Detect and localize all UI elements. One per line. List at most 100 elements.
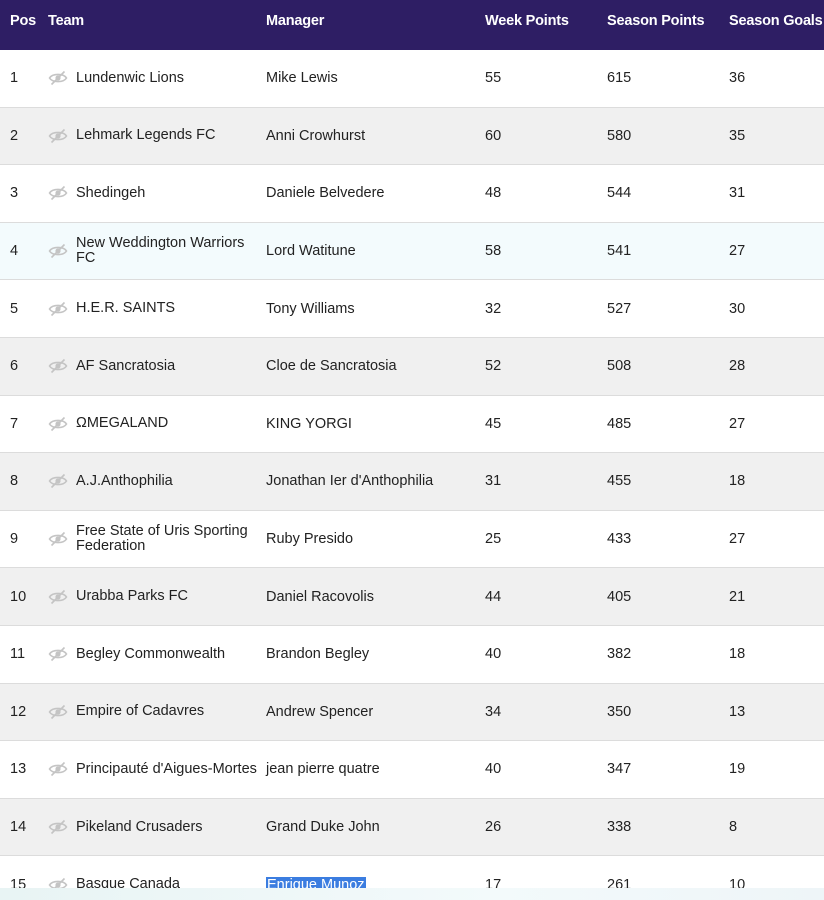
cell-season-points: 544 [607, 185, 632, 202]
cell-week-points: 55 [485, 70, 502, 87]
eye-slash-icon[interactable] [48, 646, 68, 662]
manager-name: Anni Crowhurst [266, 127, 366, 144]
cell-week-points: 45 [485, 415, 502, 432]
table-row[interactable]: 3 Shedingeh Daniele Belvedere 48 544 31 [0, 165, 824, 223]
table-row[interactable]: 2 Lehmark Legends FC Anni Crowhurst 60 580 35 [0, 107, 824, 166]
table-row[interactable]: 14 Pikeland Crusaders Grand Duke John 26 338… [0, 798, 824, 857]
eye-slash-icon[interactable] [48, 704, 68, 720]
team-name[interactable]: AF Sancratosia [76, 357, 176, 374]
table-row[interactable]: 10 Urabba Parks FC Daniel Racovolis 44 405 21 [0, 568, 824, 626]
eye-slash-icon[interactable] [48, 761, 68, 777]
cell-pos: 6 [10, 358, 19, 375]
cell-team: Basque Canada [48, 877, 263, 893]
column-header-manager[interactable]: Manager [266, 13, 325, 29]
cell-week-points: 25 [485, 531, 502, 548]
manager-name: Daniel Racovolis [266, 588, 374, 605]
cell-week-points: 40 [485, 761, 502, 778]
column-header-team[interactable]: Team [48, 13, 85, 29]
table-row[interactable]: 8 A.J.Anthophilia Jonathan Ier d'Anthophil… [0, 453, 824, 511]
eye-slash-icon[interactable] [48, 819, 68, 835]
cell-season-goals: 27 [729, 415, 746, 432]
eye-slash-icon[interactable] [48, 877, 68, 893]
eye-slash-icon[interactable] [48, 128, 68, 144]
cell-manager: Grand Duke John [266, 819, 380, 835]
eye-slash-icon[interactable] [48, 358, 68, 374]
cell-season-goals: 18 [729, 473, 746, 490]
table-row[interactable]: 11 Begley Commonwealth Brandon Begley 40 382… [0, 626, 824, 684]
cell-week-points: 52 [485, 358, 502, 375]
table-header: Pos Team Manager Week Points Season Poin… [0, 0, 824, 50]
cell-week-points: 40 [485, 646, 502, 663]
table-row[interactable]: 1 Lundenwic Lions Mike Lewis 55 615 36 [0, 50, 824, 108]
cell-manager: Brandon Begley [266, 646, 369, 662]
team-name[interactable]: Shedingeh [76, 184, 146, 201]
eye-slash-icon[interactable] [48, 70, 68, 86]
table-row[interactable]: 7 ΩMEGALAND KING YORGI 45 485 27 [0, 396, 824, 454]
team-name[interactable]: H.E.R. SAINTS [76, 300, 176, 317]
table-row[interactable]: 6 AF Sancratosia Cloe de Sancratosia 52 508 2… [0, 337, 824, 396]
cell-manager: Cloe de Sancratosia [266, 358, 397, 374]
cell-season-points: 541 [607, 243, 632, 260]
eye-slash-icon[interactable] [48, 473, 68, 489]
eye-slash-icon[interactable] [48, 589, 68, 605]
manager-name: KING YORGI [266, 415, 352, 432]
manager-name: Andrew Spencer [266, 703, 374, 720]
table-row[interactable]: 13 Principauté d'Aigues-Mortes jean pierre… [0, 741, 824, 799]
cell-week-points: 60 [485, 127, 502, 144]
table-row[interactable]: 9 Free State of Uris Sporting Federation R… [0, 511, 824, 569]
cell-season-points: 527 [607, 300, 632, 317]
cell-team: New Weddington Warriors FC [48, 236, 263, 266]
column-header-pos[interactable]: Pos [10, 13, 36, 29]
team-name[interactable]: New Weddington Warriors FC [76, 235, 245, 267]
cell-pos: 4 [10, 243, 19, 260]
cell-pos: 11 [10, 646, 26, 663]
manager-name: Brandon Begley [266, 646, 370, 663]
cell-manager: Ruby Presido [266, 531, 353, 547]
eye-slash-icon[interactable] [48, 185, 68, 201]
cell-pos: 9 [10, 531, 19, 548]
team-name[interactable]: Lehmark Legends FC [76, 127, 216, 144]
cell-pos: 1 [10, 70, 19, 87]
team-name[interactable]: Begley Commonwealth [76, 645, 226, 662]
manager-name: Grand Duke John [266, 819, 380, 836]
eye-slash-icon[interactable] [48, 243, 68, 259]
cell-team: Shedingeh [48, 185, 263, 201]
team-name[interactable]: Lundenwic Lions [76, 69, 185, 86]
eye-slash-icon[interactable] [48, 416, 68, 432]
team-name[interactable]: Free State of Uris Sporting Federation [76, 523, 248, 555]
cell-season-goals: 36 [729, 70, 746, 87]
column-header-week-points[interactable]: Week Points [485, 13, 569, 29]
cell-season-points: 615 [607, 70, 632, 87]
table-row[interactable]: 12 Empire of Cadavres Andrew Spencer 34 350 1… [0, 683, 824, 742]
team-name[interactable]: Urabba Parks FC [76, 588, 189, 605]
team-name[interactable]: A.J.Anthophilia [76, 472, 173, 489]
table-row[interactable]: 4 New Weddington Warriors FC Lord Watitune… [0, 222, 824, 281]
team-name[interactable]: Empire of Cadavres [76, 703, 205, 720]
cell-manager: KING YORGI [266, 416, 352, 432]
cell-pos: 12 [10, 703, 27, 720]
cell-season-goals: 35 [729, 127, 746, 144]
manager-name: Tony Williams [266, 300, 355, 317]
team-name[interactable]: Basque Canada [76, 876, 180, 893]
team-name[interactable]: Principauté d'Aigues-Mortes [76, 760, 257, 777]
team-name[interactable]: ΩMEGALAND [76, 415, 169, 432]
cell-manager: Anni Crowhurst [266, 128, 365, 144]
team-name[interactable]: Pikeland Crusaders [76, 818, 203, 835]
table-row[interactable]: 5 H.E.R. SAINTS Tony Williams 32 527 30 [0, 280, 824, 338]
cell-season-points: 580 [607, 127, 632, 144]
cell-pos: 14 [10, 819, 27, 836]
cell-season-goals: 19 [729, 761, 746, 778]
cell-season-points: 508 [607, 358, 632, 375]
cell-season-goals: 8 [729, 819, 738, 836]
column-header-season-goals[interactable]: Season Goals [729, 13, 823, 29]
cell-team: Lundenwic Lions [48, 70, 263, 86]
cell-season-points: 347 [607, 761, 632, 778]
column-header-season-points[interactable]: Season Points [607, 13, 705, 29]
eye-slash-icon[interactable] [48, 301, 68, 317]
cell-team: Pikeland Crusaders [48, 819, 263, 835]
eye-slash-icon[interactable] [48, 531, 68, 547]
cell-manager: jean pierre quatre [266, 761, 380, 777]
cell-season-goals: 27 [729, 531, 746, 548]
cell-pos: 3 [10, 185, 19, 202]
cell-team: Free State of Uris Sporting Federation [48, 524, 263, 554]
